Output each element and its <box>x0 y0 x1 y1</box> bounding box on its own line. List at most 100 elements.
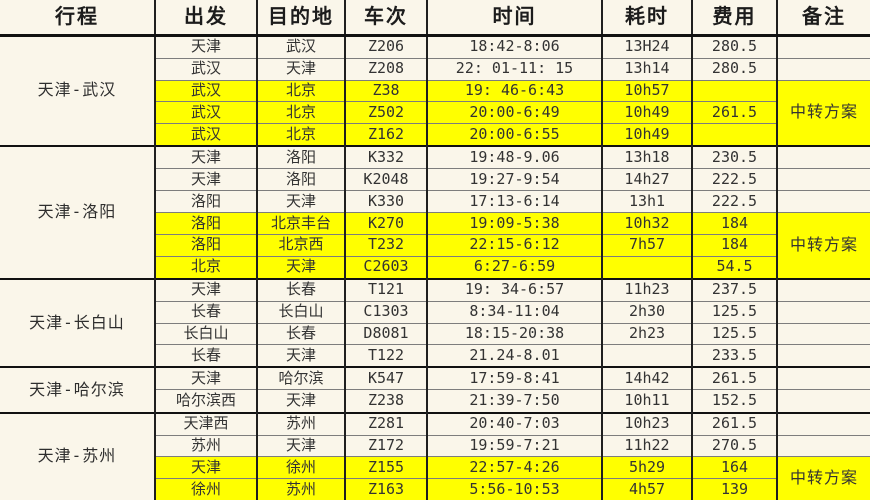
remark-cell <box>776 434 870 457</box>
remark-cell <box>776 168 870 191</box>
fee-cell: 222.5 <box>691 190 777 213</box>
train-no-cell: Z172 <box>344 434 427 457</box>
fee-cell: 230.5 <box>691 145 777 169</box>
remark-cell: 中转方案 <box>776 211 870 279</box>
destination-cell: 天津 <box>256 57 345 81</box>
table-row: 天津 徐州 Z155 22:57-4:26 5h29 164 中转方案 <box>0 456 870 500</box>
remark-cell <box>776 300 870 324</box>
table-row: 徐州 苏州 Z163 5:56-10:53 4h57 139 <box>0 478 870 500</box>
train-no-cell: D8081 <box>344 322 427 345</box>
fee-cell: 184 <box>691 233 777 257</box>
destination-cell: 武汉 <box>256 33 345 59</box>
destination-cell: 天津 <box>256 389 345 413</box>
duration-cell: 14h27 <box>601 168 692 191</box>
time-cell: 21:39-7:50 <box>426 389 602 413</box>
train-no-cell: Z208 <box>344 57 427 81</box>
duration-cell: 11h22 <box>601 434 692 457</box>
table-row: 北京 天津 C2603 6:27-6:59 54.5 <box>0 255 870 279</box>
header-time: 时间 <box>426 0 602 37</box>
destination-cell: 长春 <box>256 277 345 302</box>
table-row: 武汉 天津 Z208 22: 01-11: 15 13h14 280.5 <box>0 57 870 81</box>
duration-cell <box>601 344 692 368</box>
duration-cell: 2h30 <box>601 300 692 324</box>
train-no-cell: T121 <box>344 277 427 302</box>
time-cell: 19: 46-6:43 <box>426 79 602 102</box>
header-fee: 费用 <box>691 0 777 37</box>
table-row: 武汉 北京 Z38 19: 46-6:43 10h57 中转方案 <box>0 79 870 147</box>
itinerary-cell: 天津-长白山 <box>0 277 155 368</box>
duration-cell: 10h57 <box>601 79 692 102</box>
remark-cell <box>776 366 870 390</box>
destination-cell: 北京 <box>256 123 345 147</box>
time-cell: 22: 01-11: 15 <box>426 57 602 81</box>
time-cell: 6:27-6:59 <box>426 255 602 279</box>
departure-cell: 天津 <box>154 145 257 169</box>
fee-cell: 270.5 <box>691 434 777 457</box>
header-duration: 耗时 <box>601 0 692 37</box>
itinerary-cell: 天津-苏州 <box>0 411 155 500</box>
fee-cell <box>691 79 777 102</box>
duration-cell: 13h1 <box>601 190 692 213</box>
train-no-cell: K547 <box>344 366 427 390</box>
time-cell: 17:13-6:14 <box>426 190 602 213</box>
itinerary-cell: 天津-洛阳 <box>0 145 155 279</box>
fee-cell: 152.5 <box>691 389 777 413</box>
itinerary-cell: 天津-哈尔滨 <box>0 366 155 413</box>
departure-cell: 武汉 <box>154 79 257 102</box>
remark-cell <box>776 344 870 368</box>
table-row: 天津-武汉 天津 武汉 Z206 18:42-8:06 13H24 280.5 <box>0 33 870 147</box>
duration-cell: 10h49 <box>601 123 692 147</box>
table-row: 洛阳 北京西 T232 22:15-6:12 7h57 184 <box>0 233 870 257</box>
duration-cell: 11h23 <box>601 277 692 302</box>
destination-cell: 长白山 <box>256 300 345 324</box>
train-no-cell: K330 <box>344 190 427 213</box>
train-no-cell: K270 <box>344 211 427 235</box>
fee-cell: 237.5 <box>691 277 777 302</box>
fee-cell: 261.5 <box>691 366 777 390</box>
table-row: 哈尔滨西 天津 Z238 21:39-7:50 10h11 152.5 <box>0 389 870 413</box>
destination-cell: 洛阳 <box>256 168 345 191</box>
destination-cell: 长春 <box>256 322 345 345</box>
departure-cell: 长白山 <box>154 322 257 345</box>
remark-cell <box>776 411 870 436</box>
time-cell: 18:15-20:38 <box>426 322 602 345</box>
train-no-cell: T122 <box>344 344 427 368</box>
time-cell: 21.24-8.01 <box>426 344 602 368</box>
departure-cell: 哈尔滨西 <box>154 389 257 413</box>
duration-cell: 10h49 <box>601 101 692 124</box>
time-cell: 20:00-6:49 <box>426 101 602 124</box>
train-no-cell: Z162 <box>344 123 427 147</box>
table-row: 天津-洛阳 天津 洛阳 K332 19:48-9.06 13h18 230.5 <box>0 145 870 279</box>
time-cell: 19: 34-6:57 <box>426 277 602 302</box>
train-no-cell: K332 <box>344 145 427 169</box>
train-no-cell: Z502 <box>344 101 427 124</box>
time-cell: 19:09-5:38 <box>426 211 602 235</box>
train-no-cell: Z38 <box>344 79 427 102</box>
fee-cell: 164 <box>691 456 777 479</box>
departure-cell: 北京 <box>154 255 257 279</box>
table-row: 天津-长白山 天津 长春 T121 19: 34-6:57 11h23 237.5 <box>0 277 870 368</box>
fee-cell: 280.5 <box>691 33 777 59</box>
fee-cell <box>691 123 777 147</box>
destination-cell: 天津 <box>256 255 345 279</box>
duration-cell: 13H24 <box>601 33 692 59</box>
table-row: 长白山 长春 D8081 18:15-20:38 2h23 125.5 <box>0 322 870 345</box>
departure-cell: 天津西 <box>154 411 257 436</box>
destination-cell: 北京西 <box>256 233 345 257</box>
duration-cell: 10h11 <box>601 389 692 413</box>
train-no-cell: Z206 <box>344 33 427 59</box>
destination-cell: 北京 <box>256 101 345 124</box>
table-row: 天津-哈尔滨 天津 哈尔滨 K547 17:59-8:41 14h42 261.5 <box>0 366 870 413</box>
time-cell: 18:42-8:06 <box>426 33 602 59</box>
fee-cell: 280.5 <box>691 57 777 81</box>
table-row: 苏州 天津 Z172 19:59-7:21 11h22 270.5 <box>0 434 870 457</box>
train-no-cell: Z163 <box>344 478 427 500</box>
departure-cell: 天津 <box>154 277 257 302</box>
fee-cell: 184 <box>691 211 777 235</box>
header-train-no: 车次 <box>344 0 427 37</box>
table-header-row: 行程 出发 目的地 车次 时间 耗时 费用 备注 <box>0 0 870 37</box>
table-row: 天津-苏州 天津西 苏州 Z281 20:40-7:03 10h23 261.5 <box>0 411 870 500</box>
train-no-cell: Z281 <box>344 411 427 436</box>
duration-cell: 10h23 <box>601 411 692 436</box>
